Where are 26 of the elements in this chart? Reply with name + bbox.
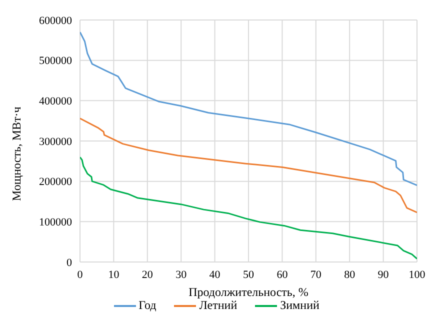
x-tick-label: 40 <box>209 268 221 281</box>
y-tick-label: 400000 <box>39 96 72 108</box>
x-tick-label: 10 <box>108 268 120 281</box>
legend-label: Год <box>138 298 156 313</box>
x-tick-label: 60 <box>276 268 288 281</box>
y-tick-label: 100000 <box>39 216 72 229</box>
y-tick-label: 500000 <box>39 55 72 68</box>
x-tick-label: 70 <box>310 268 322 281</box>
legend-label: Летний <box>199 298 238 313</box>
y-tick-label: 200000 <box>39 176 72 188</box>
x-tick-label: 50 <box>243 268 254 281</box>
x-tick-label: 20 <box>142 268 154 281</box>
x-tick-label: 80 <box>344 268 356 281</box>
y-tick-label: 300000 <box>39 136 72 148</box>
x-tick-label: 100 <box>408 268 426 281</box>
line-series <box>80 156 417 260</box>
y-axis-title: Мощность, МВт·ч <box>9 106 24 201</box>
y-tick-label: 600000 <box>39 14 72 27</box>
x-tick-label: 30 <box>176 268 188 281</box>
x-tick-label: 0 <box>77 268 84 281</box>
line-series <box>80 118 417 214</box>
legend-label: Зимний <box>280 298 320 313</box>
x-tick-label: 90 <box>378 268 390 281</box>
y-tick-label: 0 <box>66 256 72 269</box>
line-series <box>80 31 417 186</box>
x-axis-title: Продолжительность, % <box>188 285 308 299</box>
